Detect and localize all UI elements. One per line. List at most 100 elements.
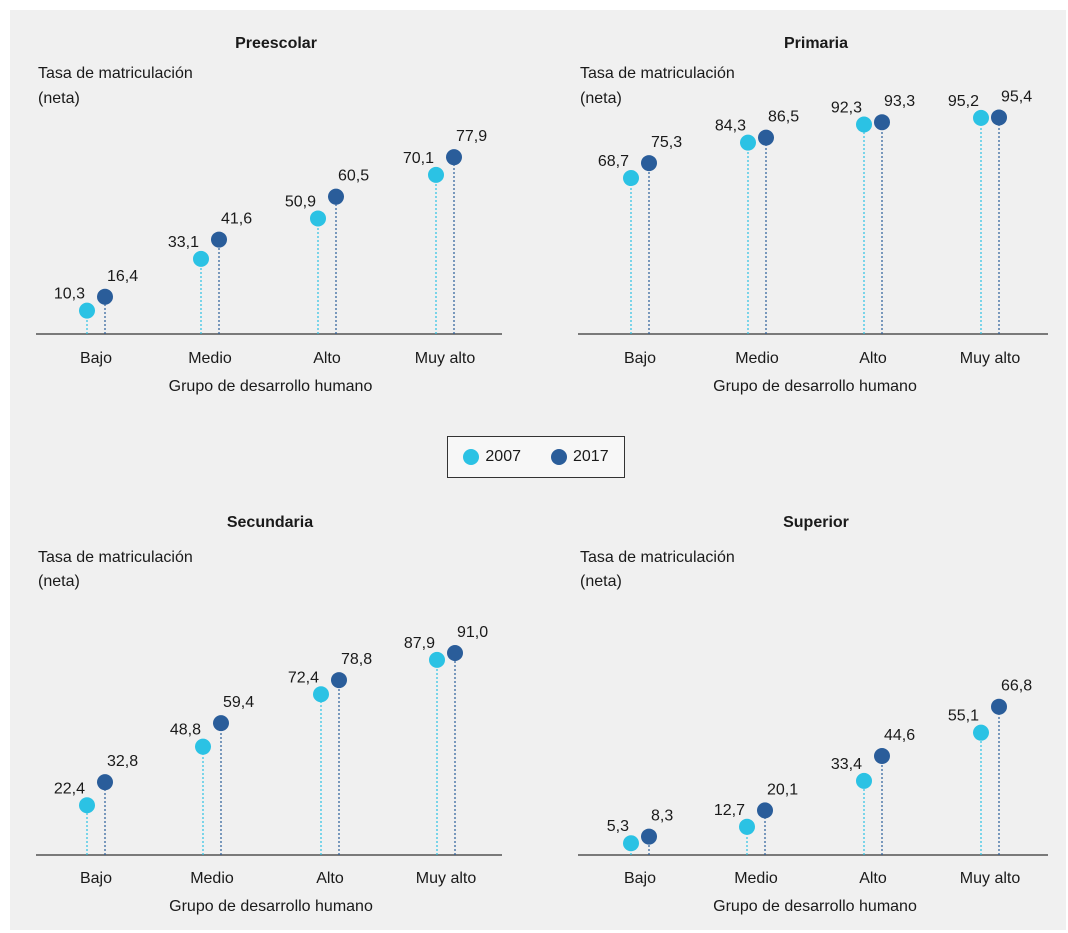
point-primaria-2017-3	[991, 109, 1007, 126]
data-label-preescolar-2017-2: 60,5	[338, 168, 369, 185]
data-label-secundaria-2007-3: 87,9	[404, 635, 435, 652]
point-preescolar-2017-2	[328, 188, 344, 205]
data-label-superior-2017-2: 44,6	[884, 727, 915, 744]
panel-primaria: Primaria Tasa de matriculación (neta) Bajo 6…	[578, 35, 1048, 395]
point-primaria-2007-1	[740, 134, 756, 151]
category-label-primaria-bajo: Bajo	[624, 350, 656, 367]
y-axis-label-secundaria: Tasa de matriculación	[38, 549, 193, 566]
y-axis-label-primaria: Tasa de matriculación	[580, 65, 735, 82]
category-label-secundaria-medio: Medio	[190, 870, 234, 887]
point-primaria-2017-2	[874, 114, 890, 131]
panel-title-primaria: Primaria	[784, 35, 848, 52]
point-preescolar-2017-0	[97, 288, 113, 305]
category-label-preescolar-bajo: Bajo	[80, 350, 112, 367]
data-label-secundaria-2007-1: 48,8	[170, 722, 201, 739]
data-label-preescolar-2017-0: 16,4	[107, 268, 138, 285]
category-label-primaria-alto: Alto	[859, 350, 887, 367]
category-label-secundaria-alto: Alto	[316, 870, 344, 887]
point-preescolar-2007-0	[79, 302, 95, 319]
point-superior-2007-2	[856, 772, 872, 789]
point-secundaria-2007-1	[195, 738, 211, 755]
point-secundaria-2007-2	[313, 686, 329, 703]
category-label-primaria-muy-alto: Muy alto	[960, 350, 1021, 367]
x-axis-title-superior: Grupo de desarrollo humano	[713, 898, 917, 915]
y-axis-label-unit-primaria: (neta)	[580, 90, 622, 107]
y-axis-label-superior: Tasa de matriculación	[580, 549, 735, 566]
point-preescolar-2007-1	[193, 250, 209, 267]
data-label-secundaria-2007-2: 72,4	[288, 669, 319, 686]
point-secundaria-2017-1	[213, 715, 229, 732]
y-axis-label-unit-preescolar: (neta)	[38, 90, 80, 107]
data-label-primaria-2007-3: 95,2	[948, 93, 979, 110]
legend-label-2017: 2017	[573, 448, 609, 465]
data-label-superior-2017-3: 66,8	[1001, 678, 1032, 695]
point-primaria-2007-2	[856, 116, 872, 133]
category-label-primaria-medio: Medio	[735, 350, 779, 367]
point-primaria-2017-1	[758, 129, 774, 146]
data-label-superior-2017-0: 8,3	[651, 808, 673, 825]
data-label-superior-2007-2: 33,4	[831, 756, 862, 773]
legend-item-2017: 2017	[551, 448, 609, 466]
category-label-secundaria-bajo: Bajo	[80, 870, 112, 887]
point-superior-2017-1	[757, 802, 773, 819]
data-label-primaria-2007-1: 84,3	[715, 118, 746, 135]
category-label-preescolar-alto: Alto	[313, 350, 341, 367]
point-primaria-2007-3	[973, 109, 989, 126]
point-primaria-2017-0	[641, 155, 657, 172]
data-label-secundaria-2017-0: 32,8	[107, 753, 138, 770]
category-label-preescolar-muy-alto: Muy alto	[415, 350, 476, 367]
point-preescolar-2017-1	[211, 231, 227, 248]
point-superior-2017-0	[641, 828, 657, 845]
category-label-preescolar-medio: Medio	[188, 350, 232, 367]
data-label-primaria-2017-1: 86,5	[768, 109, 799, 126]
panel-secundaria: Secundaria Tasa de matriculación (neta) Baj…	[36, 514, 502, 915]
point-superior-2017-3	[991, 698, 1007, 715]
point-secundaria-2017-2	[331, 672, 347, 689]
panel-title-secundaria: Secundaria	[227, 514, 313, 531]
data-label-superior-2007-1: 12,7	[714, 802, 745, 819]
y-axis-label-unit-secundaria: (neta)	[38, 573, 80, 590]
data-label-preescolar-2007-3: 70,1	[403, 150, 434, 167]
data-label-secundaria-2017-3: 91,0	[457, 624, 488, 641]
legend-label-2007: 2007	[485, 448, 521, 465]
point-preescolar-2007-2	[310, 210, 326, 227]
panel-title-superior: Superior	[783, 514, 849, 531]
legend-marker-2017	[551, 449, 567, 465]
point-secundaria-2017-3	[447, 644, 463, 661]
category-label-superior-alto: Alto	[859, 870, 887, 887]
data-label-secundaria-2017-1: 59,4	[223, 694, 254, 711]
legend-item-2007: 2007	[463, 448, 521, 466]
x-axis-title-primaria: Grupo de desarrollo humano	[713, 378, 917, 395]
category-label-superior-medio: Medio	[734, 870, 778, 887]
y-axis-label-unit-superior: (neta)	[580, 573, 622, 590]
panel-superior: Superior Tasa de matriculación (neta) Bajo 5…	[578, 514, 1048, 915]
panel-title-preescolar: Preescolar	[235, 35, 317, 52]
y-axis-label-preescolar: Tasa de matriculación	[38, 65, 193, 82]
point-superior-2007-3	[973, 724, 989, 741]
legend-marker-2007	[463, 449, 480, 465]
data-label-primaria-2017-3: 95,4	[1001, 88, 1032, 105]
data-label-preescolar-2017-3: 77,9	[456, 128, 487, 145]
point-preescolar-2017-3	[446, 149, 462, 166]
data-label-primaria-2017-0: 75,3	[651, 134, 682, 151]
data-label-superior-2017-1: 20,1	[767, 781, 798, 798]
point-superior-2017-2	[874, 747, 890, 764]
x-axis-title-preescolar: Grupo de desarrollo humano	[169, 378, 373, 395]
data-label-preescolar-2017-1: 41,6	[221, 211, 252, 228]
data-label-preescolar-2007-0: 10,3	[54, 286, 85, 303]
panel-preescolar: Preescolar Tasa de matriculación (neta) Baj…	[36, 35, 502, 395]
point-secundaria-2007-3	[429, 651, 445, 668]
category-label-superior-muy-alto: Muy alto	[960, 870, 1021, 887]
point-secundaria-2017-0	[97, 774, 113, 791]
data-label-preescolar-2007-1: 33,1	[168, 234, 199, 251]
data-label-secundaria-2007-0: 22,4	[54, 780, 85, 797]
category-label-secundaria-muy-alto: Muy alto	[416, 870, 477, 887]
data-label-primaria-2007-2: 92,3	[831, 99, 862, 116]
point-secundaria-2007-0	[79, 797, 95, 814]
data-label-secundaria-2017-2: 78,8	[341, 651, 372, 668]
category-label-superior-bajo: Bajo	[624, 870, 656, 887]
data-label-primaria-2017-2: 93,3	[884, 93, 915, 110]
point-primaria-2007-0	[623, 170, 639, 187]
x-axis-title-secundaria: Grupo de desarrollo humano	[169, 898, 373, 915]
